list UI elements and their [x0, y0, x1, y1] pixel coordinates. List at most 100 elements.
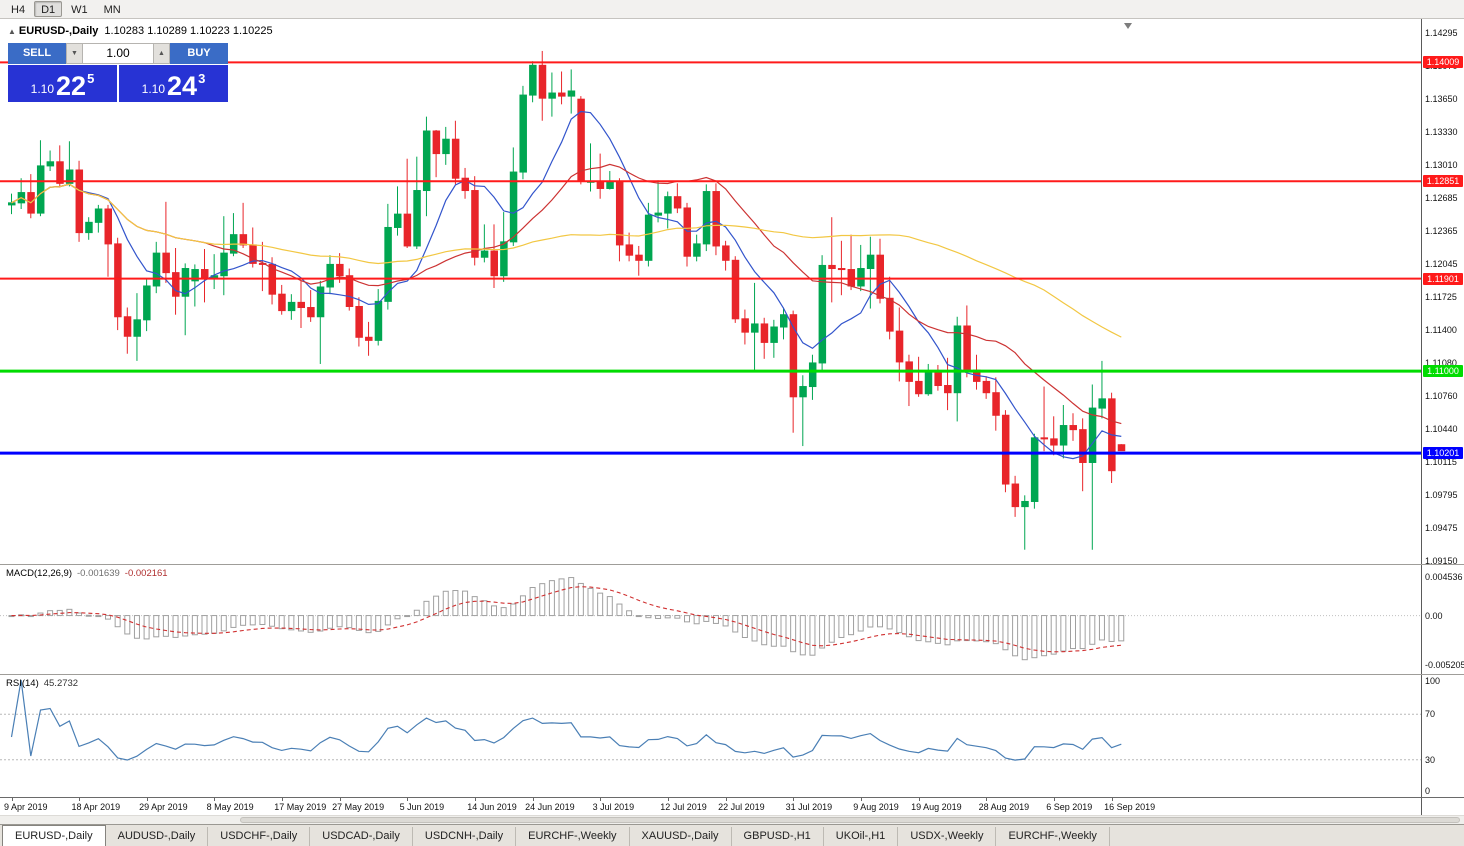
macd-histogram-bar — [220, 615, 227, 632]
scrollbar-thumb[interactable] — [240, 817, 1460, 823]
macd-histogram-bar — [761, 615, 768, 646]
price-axis-label: 1.10760 — [1425, 390, 1458, 401]
price-axis-label: 1.11725 — [1425, 291, 1457, 302]
date-axis-label: 16 Sep 2019 — [1104, 802, 1156, 812]
price-axis[interactable]: 1.142951.139701.136501.133301.130101.126… — [1421, 19, 1464, 566]
macd-axis[interactable]: 0.004536 0.00 -0.005205 — [1421, 565, 1464, 674]
date-axis[interactable]: 9 Apr 2019 18 Apr 2019 29 Apr 2019 8 May 20… — [0, 798, 1421, 815]
chart-horizontal-scrollbar[interactable] — [0, 815, 1464, 824]
macd-histogram-bar — [1089, 615, 1096, 645]
macd-histogram-bar — [519, 595, 526, 617]
macd-histogram-bar — [635, 615, 642, 618]
macd-histogram-bar — [848, 615, 855, 636]
macd-histogram-bar — [983, 615, 990, 643]
date-tick — [667, 798, 669, 801]
tab-usdchf-daily[interactable]: USDCHF-,Daily — [208, 827, 311, 846]
tab-audusd-daily[interactable]: AUDUSD-,Daily — [106, 827, 209, 846]
macd-histogram-bar — [896, 615, 903, 634]
lot-increase-icon[interactable]: ▲ — [153, 43, 170, 64]
macd-histogram-bar — [95, 615, 102, 618]
chart-shift-marker-icon[interactable] — [1124, 23, 1132, 29]
macd-histogram-bar — [558, 578, 565, 617]
tab-ukoil-h1[interactable]: UKOil-,H1 — [824, 827, 899, 846]
candle-body — [770, 326, 778, 343]
candle-body — [451, 138, 460, 179]
rsi-panel: RSI(14) 45.2732 100 70 30 0 — [0, 674, 1464, 797]
price-axis-label: 1.11400 — [1425, 325, 1457, 336]
ma-fast-line — [11, 110, 1122, 460]
candle-body — [239, 234, 248, 246]
macd-histogram-bar — [1098, 615, 1105, 641]
candle-body — [886, 297, 894, 332]
sell-button[interactable]: SELL — [8, 43, 66, 64]
collapse-trade-panel-icon[interactable]: ▲ — [8, 27, 16, 36]
date-axis-label: 17 May 2019 — [274, 802, 327, 812]
date-axis-label: 14 Jun 2019 — [467, 802, 517, 812]
candle-body — [934, 371, 942, 387]
tab-xauusd-daily[interactable]: XAUUSD-,Daily — [630, 827, 732, 846]
candle-body — [413, 190, 421, 247]
candle-body — [625, 244, 634, 256]
macd-histogram-bar — [307, 615, 314, 633]
timeframe-button-d1[interactable]: D1 — [34, 1, 63, 17]
candle-body — [471, 190, 479, 258]
macd-histogram-bar — [249, 615, 256, 626]
tab-eurusd-daily[interactable]: EURUSD-,Daily — [2, 825, 106, 846]
macd-histogram-bar — [452, 590, 459, 617]
macd-histogram-bar — [770, 615, 777, 647]
tab-gbpusd-h1[interactable]: GBPUSD-,H1 — [732, 827, 824, 846]
tab-usdcnh-daily[interactable]: USDCNH-,Daily — [413, 827, 517, 846]
candle-body — [220, 252, 228, 277]
buy-button[interactable]: BUY — [170, 43, 228, 64]
date-tick — [725, 798, 727, 801]
rsi-plot[interactable]: RSI(14) 45.2732 — [0, 675, 1421, 797]
candle-body — [529, 64, 537, 96]
buy-price-box[interactable]: 1.10 24 3 — [119, 65, 228, 102]
macd-plot[interactable]: MACD(12,26,9) -0.001639 -0.002161 — [0, 565, 1421, 674]
candle-body — [953, 325, 962, 394]
macd-histogram-bar — [934, 615, 941, 644]
rsi-axis-label: 70 — [1425, 709, 1436, 720]
macd-histogram-bar — [867, 615, 874, 628]
tab-usdx-weekly[interactable]: USDX-,Weekly — [898, 827, 997, 846]
lot-decrease-icon[interactable]: ▼ — [66, 43, 83, 64]
candle-body — [152, 252, 161, 287]
ma-slow-line — [11, 183, 1122, 338]
macd-histogram-bar — [828, 615, 835, 643]
lot-size-field[interactable]: 1.00 — [83, 43, 153, 64]
date-axis-panel: 9 Apr 2019 18 Apr 2019 29 Apr 2019 8 May 20… — [0, 797, 1464, 815]
macd-chart — [0, 577, 1421, 661]
tab-usdcad-daily[interactable]: USDCAD-,Daily — [310, 827, 413, 846]
date-axis-label: 9 Aug 2019 — [853, 802, 899, 812]
tab-eurchf-weekly[interactable]: EURCHF-,Weekly — [996, 827, 1110, 846]
price-axis-label: 1.12685 — [1425, 193, 1458, 204]
date-tick — [11, 798, 13, 801]
timeframe-button-mn[interactable]: MN — [103, 4, 121, 16]
rsi-name: RSI(14) — [6, 678, 39, 689]
date-axis-label: 28 Aug 2019 — [978, 802, 1030, 812]
price-axis-label: 1.13010 — [1425, 159, 1458, 170]
tab-eurchf-weekly[interactable]: EURCHF-,Weekly — [516, 827, 630, 846]
timeframe-button-h4[interactable]: H4 — [11, 4, 26, 16]
candle-body — [895, 330, 904, 363]
candle-body — [46, 161, 55, 167]
buy-price-main: 1.10 — [141, 82, 166, 96]
price-chart-plot[interactable]: ▲ EURUSD-,Daily 1.10283 1.10289 1.10223 1.… — [0, 19, 1421, 564]
sell-price-box[interactable]: 1.10 22 5 — [8, 65, 117, 102]
candle-body — [789, 314, 798, 398]
candle-body — [644, 214, 653, 261]
rsi-axis[interactable]: 100 70 30 0 — [1421, 675, 1464, 797]
level-price-tag: 1.11901 — [1423, 272, 1463, 285]
macd-histogram-bar — [799, 615, 806, 656]
macd-histogram-bar — [693, 615, 700, 625]
candle-body — [760, 323, 769, 343]
macd-histogram-bar — [143, 615, 150, 640]
macd-histogram-bar — [47, 610, 54, 617]
candle-body — [693, 243, 701, 257]
macd-histogram-bar — [587, 587, 594, 617]
date-axis-label: 5 Jun 2019 — [399, 802, 445, 812]
macd-histogram-bar — [809, 615, 816, 656]
timeframe-button-w1[interactable]: W1 — [71, 4, 88, 16]
macd-histogram-bar — [1050, 615, 1057, 655]
macd-histogram-bar — [626, 610, 633, 617]
